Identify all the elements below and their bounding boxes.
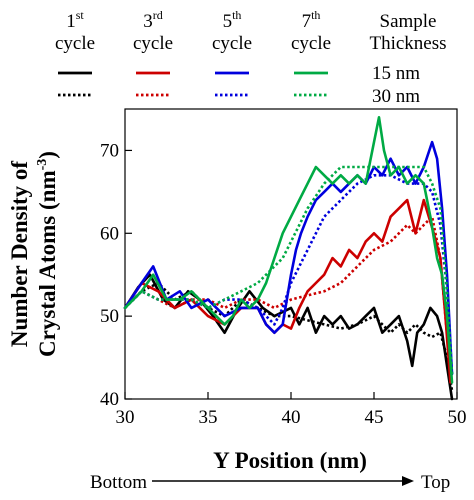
axis-ticks: 30 35 40 45 50 40 50 60 70: [100, 140, 467, 428]
plot-area-frame: [124, 108, 458, 400]
legend-header-sample: Sample: [380, 11, 437, 32]
series-line-5th-15nm: [123, 140, 454, 376]
legend-cycle-word: cycle: [212, 33, 252, 54]
legend-cycle-word: cycle: [55, 33, 95, 54]
y-tick-label: 40: [100, 389, 119, 410]
legend-header-thickness: Thickness: [369, 33, 446, 54]
y-tick-label: 60: [100, 223, 119, 244]
legend-cycle-number: 5th: [223, 8, 242, 32]
series-line-1st-30nm: [124, 281, 454, 391]
legend-cycle-number: 7th: [302, 8, 321, 32]
series-line-7th-30nm: [124, 165, 454, 375]
y-tick-label: 70: [100, 140, 119, 161]
legend-cycle-number: 3rd: [143, 8, 163, 32]
legend-thickness-15nm: 15 nm: [372, 63, 420, 84]
y-axis-label-line1: Number Density of: [7, 161, 32, 347]
x-tick-label: 35: [199, 407, 218, 428]
series-layer: [123, 116, 454, 401]
x-tick-label: 40: [282, 407, 301, 428]
series-line-7th-15nm: [123, 116, 454, 384]
x-tick-label: 50: [448, 407, 467, 428]
legend-cycle-number: 1st: [66, 8, 84, 32]
x-tick-label: 45: [365, 407, 384, 428]
direction-arrow-head: [402, 476, 414, 486]
series-line-3rd-15nm: [123, 198, 452, 384]
direction-indicator: Bottom Top: [90, 472, 450, 493]
direction-bottom-label: Bottom: [90, 472, 147, 493]
y-axis-label-line2: Crystal Atoms (nm-3): [35, 151, 60, 357]
legend-cycle-word: cycle: [133, 33, 173, 54]
x-tick-label: 30: [116, 407, 135, 428]
direction-top-label: Top: [421, 472, 450, 493]
y-tick-label: 50: [100, 306, 119, 327]
legend-cycle-word: cycle: [291, 33, 331, 54]
legend-thickness-30nm: 30 nm: [372, 86, 420, 107]
series-line-3rd-30nm: [124, 215, 452, 375]
x-axis-label: Y Position (nm): [213, 448, 367, 473]
